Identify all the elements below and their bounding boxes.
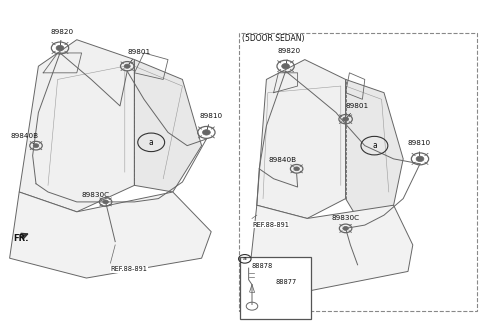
Text: 88878: 88878 [252,263,273,269]
Circle shape [56,45,64,51]
Text: (5DOOR SEDAN): (5DOOR SEDAN) [242,34,305,43]
Circle shape [343,226,348,230]
Text: 89801: 89801 [127,49,150,64]
Circle shape [343,117,348,121]
Text: a: a [149,138,154,147]
Circle shape [124,64,130,68]
Circle shape [103,200,108,204]
Polygon shape [250,205,413,291]
Text: 89820: 89820 [277,48,300,64]
Text: 89840B: 89840B [11,133,39,144]
Text: 89830C: 89830C [82,192,110,202]
Text: 89840B: 89840B [269,157,297,167]
Text: REF.88-891: REF.88-891 [110,266,147,272]
Text: 89810: 89810 [199,113,222,130]
Text: a: a [243,256,247,261]
Polygon shape [257,60,346,218]
Text: a: a [372,141,377,150]
Text: 89801: 89801 [346,103,369,117]
Text: 89820: 89820 [50,29,73,45]
Polygon shape [346,79,403,218]
Polygon shape [19,40,134,212]
Polygon shape [134,60,202,192]
Text: REF.88-891: REF.88-891 [252,222,289,228]
Text: 89830C: 89830C [331,215,360,228]
Circle shape [33,144,39,148]
Circle shape [416,156,424,162]
Circle shape [203,130,210,135]
Text: FR.: FR. [13,234,29,243]
Polygon shape [10,192,211,278]
Text: 88877: 88877 [276,279,297,285]
Bar [240,257,311,319]
Circle shape [282,64,289,69]
Circle shape [294,167,300,171]
Text: 89810: 89810 [407,140,430,156]
Bar [239,33,477,311]
